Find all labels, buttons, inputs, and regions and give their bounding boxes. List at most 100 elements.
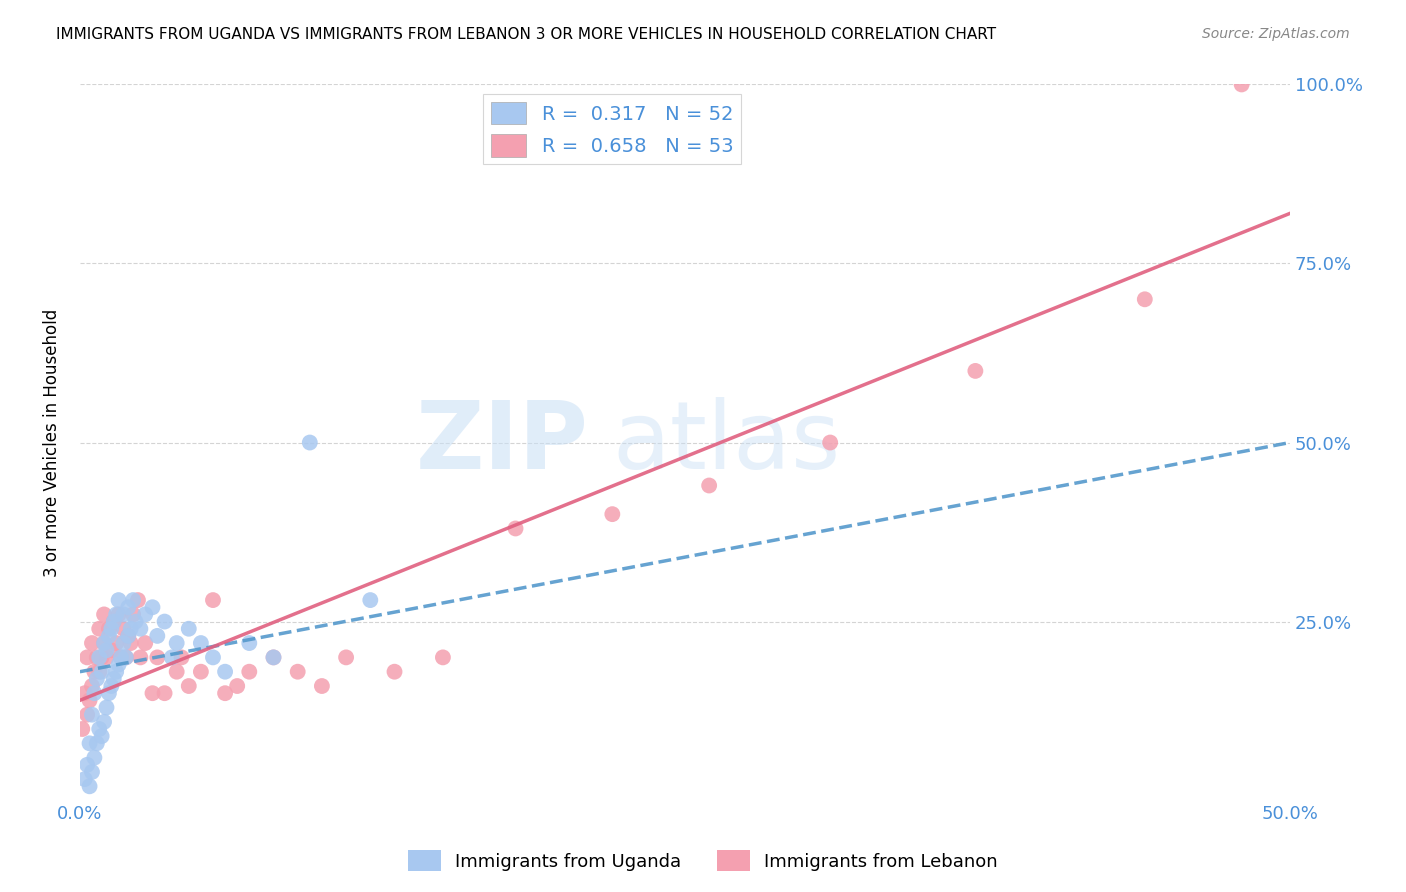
- Point: [214, 665, 236, 679]
- Point: [160, 650, 183, 665]
- Point: [86, 672, 108, 686]
- Point: [965, 364, 987, 378]
- Point: [76, 707, 98, 722]
- Point: [335, 650, 357, 665]
- Point: [93, 607, 115, 622]
- Point: [117, 629, 139, 643]
- Point: [96, 643, 118, 657]
- Point: [76, 650, 98, 665]
- Point: [1230, 78, 1253, 92]
- Point: [177, 679, 200, 693]
- Point: [80, 679, 103, 693]
- Point: [107, 593, 129, 607]
- Point: [134, 607, 156, 622]
- Point: [134, 636, 156, 650]
- Point: [80, 636, 103, 650]
- Point: [141, 686, 163, 700]
- Point: [124, 615, 146, 629]
- Point: [112, 607, 135, 622]
- Point: [263, 650, 285, 665]
- Point: [818, 435, 841, 450]
- Point: [122, 607, 145, 622]
- Point: [93, 714, 115, 729]
- Point: [129, 622, 152, 636]
- Point: [90, 729, 112, 743]
- Point: [505, 521, 527, 535]
- Point: [73, 772, 96, 786]
- Point: [97, 686, 120, 700]
- Point: [238, 636, 260, 650]
- Point: [89, 650, 111, 665]
- Point: [166, 665, 188, 679]
- Point: [120, 636, 142, 650]
- Point: [90, 665, 112, 679]
- Point: [107, 657, 129, 672]
- Point: [117, 600, 139, 615]
- Point: [432, 650, 454, 665]
- Point: [79, 736, 101, 750]
- Y-axis label: 3 or more Vehicles in Household: 3 or more Vehicles in Household: [44, 309, 60, 576]
- Point: [110, 650, 132, 665]
- Point: [384, 665, 406, 679]
- Point: [83, 686, 105, 700]
- Point: [100, 679, 122, 693]
- Point: [73, 686, 96, 700]
- Point: [86, 650, 108, 665]
- Legend: R =  0.317   N = 52, R =  0.658   N = 53: R = 0.317 N = 52, R = 0.658 N = 53: [484, 95, 741, 164]
- Point: [697, 478, 720, 492]
- Point: [103, 672, 125, 686]
- Point: [90, 650, 112, 665]
- Point: [166, 636, 188, 650]
- Point: [298, 435, 321, 450]
- Legend: Immigrants from Uganda, Immigrants from Lebanon: Immigrants from Uganda, Immigrants from …: [401, 843, 1005, 879]
- Point: [105, 636, 128, 650]
- Point: [93, 636, 115, 650]
- Point: [105, 665, 128, 679]
- Point: [238, 665, 260, 679]
- Point: [214, 686, 236, 700]
- Point: [83, 665, 105, 679]
- Point: [80, 764, 103, 779]
- Point: [89, 665, 111, 679]
- Point: [190, 665, 212, 679]
- Point: [89, 722, 111, 736]
- Text: atlas: atlas: [613, 397, 841, 489]
- Point: [153, 686, 176, 700]
- Point: [122, 593, 145, 607]
- Point: [311, 679, 333, 693]
- Point: [96, 650, 118, 665]
- Point: [100, 622, 122, 636]
- Point: [1133, 293, 1156, 307]
- Point: [107, 607, 129, 622]
- Text: IMMIGRANTS FROM UGANDA VS IMMIGRANTS FROM LEBANON 3 OR MORE VEHICLES IN HOUSEHOL: IMMIGRANTS FROM UGANDA VS IMMIGRANTS FRO…: [56, 27, 997, 42]
- Point: [110, 650, 132, 665]
- Point: [86, 736, 108, 750]
- Point: [89, 622, 111, 636]
- Point: [79, 779, 101, 793]
- Point: [76, 757, 98, 772]
- Point: [263, 650, 285, 665]
- Point: [115, 650, 138, 665]
- Point: [146, 629, 169, 643]
- Point: [72, 722, 94, 736]
- Text: Source: ZipAtlas.com: Source: ZipAtlas.com: [1202, 27, 1350, 41]
- Point: [201, 593, 224, 607]
- Point: [112, 622, 135, 636]
- Point: [93, 636, 115, 650]
- Point: [359, 593, 381, 607]
- Point: [115, 650, 138, 665]
- Point: [96, 700, 118, 714]
- Point: [170, 650, 193, 665]
- Text: ZIP: ZIP: [415, 397, 588, 489]
- Point: [80, 707, 103, 722]
- Point: [97, 629, 120, 643]
- Point: [112, 636, 135, 650]
- Point: [129, 650, 152, 665]
- Point: [153, 615, 176, 629]
- Point: [103, 615, 125, 629]
- Point: [602, 507, 624, 521]
- Point: [105, 607, 128, 622]
- Point: [97, 622, 120, 636]
- Point: [100, 643, 122, 657]
- Point: [120, 622, 142, 636]
